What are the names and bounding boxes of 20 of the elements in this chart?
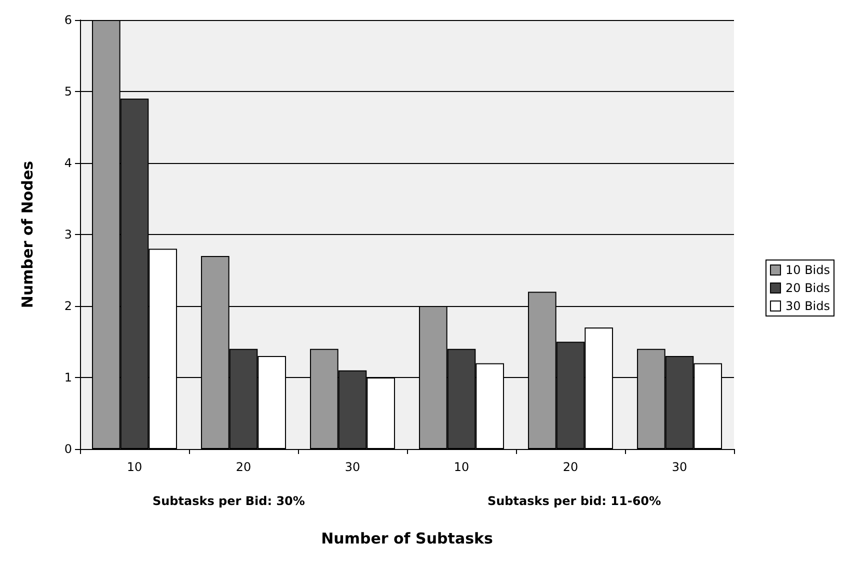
x-tick-label: 30	[344, 460, 360, 474]
text: Subtasks per bid: 11-60%	[488, 494, 662, 508]
x-tick-label: 20	[236, 460, 252, 474]
legend-label: 30 Bids	[785, 299, 830, 313]
y-axis-title: Number of Nodes	[18, 160, 36, 308]
legend-label: 10 Bids	[785, 263, 830, 277]
legend-label: 20 Bids	[785, 281, 830, 295]
x-tick-label: 20	[562, 460, 578, 474]
y-tick-label: 3	[64, 228, 72, 242]
x-tick-label: 10	[126, 460, 142, 474]
x-axis-title: Number of Subtasks	[321, 530, 493, 548]
x-tick-label: 10	[454, 460, 470, 474]
x-tick-label: 30	[672, 460, 688, 474]
y-tick-label: 6	[64, 13, 72, 27]
y-tick-label: 0	[64, 442, 72, 456]
y-tick-label: 1	[64, 370, 72, 384]
y-tick-label: 4	[64, 156, 72, 170]
text: Subtasks per Bid: 30%	[152, 494, 305, 508]
y-tick-label: 5	[64, 84, 72, 98]
y-tick-label: 2	[64, 299, 72, 313]
